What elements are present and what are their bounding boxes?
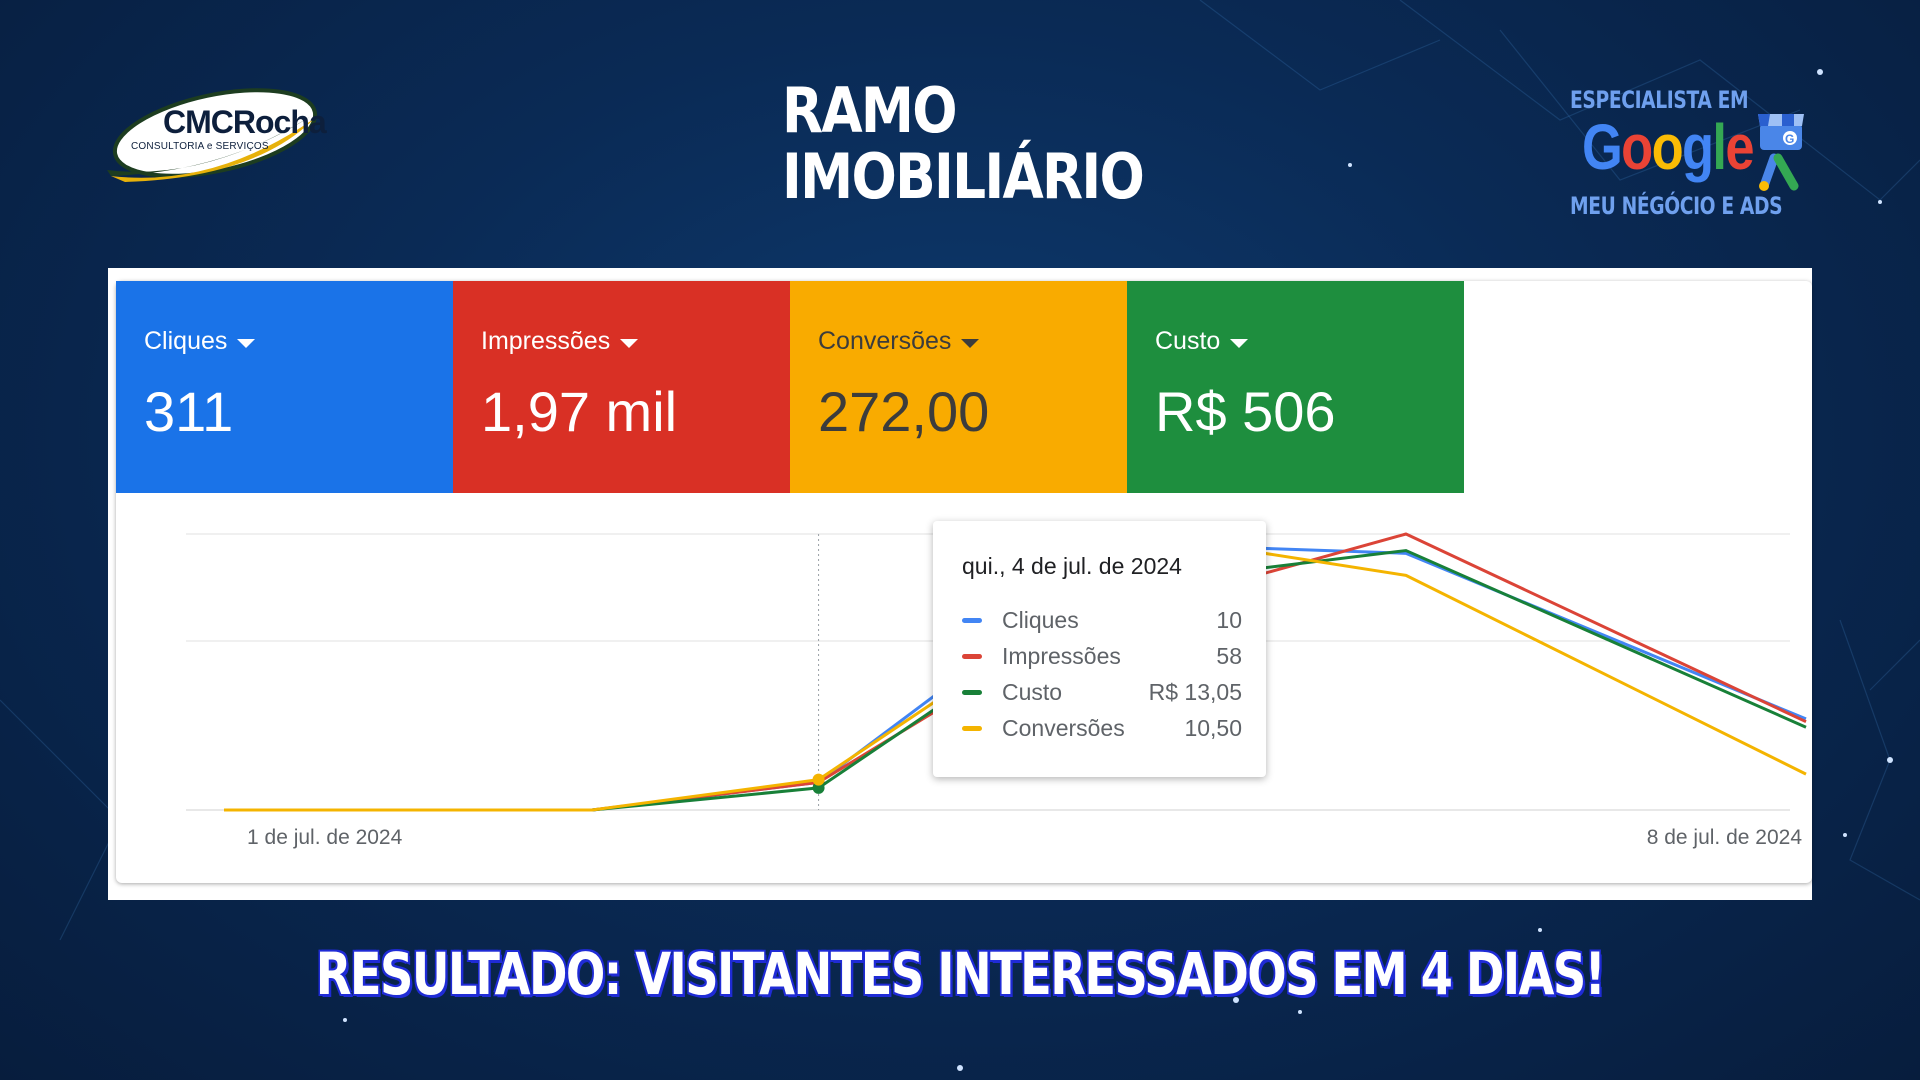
legend-swatch — [962, 654, 982, 659]
badge-top-text: ESPECIALISTA EM — [1570, 86, 1749, 114]
logo-swoosh-icon — [107, 88, 318, 182]
metric-conversions[interactable]: Conversões 272,00 — [790, 281, 1127, 493]
chart-tooltip: qui., 4 de jul. de 2024 Cliques 10 Impre… — [933, 521, 1266, 777]
result-banner: RESULTADO: VISITANTES INTERESSADOS EM 4 … — [315, 940, 1606, 1008]
badge-bottom-text: MEU NÉGÓCIO E ADS — [1570, 192, 1783, 220]
performance-card: Cliques 311 Impressões 1,97 mil Conversõ… — [116, 281, 1812, 883]
tooltip-row-clicks: Cliques 10 — [962, 607, 1242, 635]
dropdown-caret-icon[interactable] — [620, 339, 639, 348]
tooltip-row-impressions: Impressões 58 — [962, 643, 1242, 671]
page-title: RAMO IMOBILIÁRIO — [782, 74, 1145, 213]
hover-point — [812, 781, 825, 794]
x-axis-start-label: 1 de jul. de 2024 — [247, 826, 403, 849]
brand-letter: o — [1651, 111, 1684, 183]
metric-value-conversions: 272,00 — [818, 380, 990, 443]
tooltip-value: R$ 13,05 — [1148, 679, 1242, 705]
x-axis-end-label: 8 de jul. de 2024 — [1646, 826, 1802, 849]
title-line-2: IMOBILIÁRIO — [782, 140, 1145, 213]
svg-text:G: G — [1785, 132, 1794, 146]
metric-label-clicks: Cliques — [144, 327, 228, 355]
hover-point — [812, 773, 825, 786]
tooltip-row-conversions: Conversões 10,50 — [962, 715, 1242, 743]
badge-brand-text: Google — [1582, 110, 1755, 184]
logo-subtitle: CONSULTORIA e SERVIÇOS — [131, 141, 269, 152]
metric-label-impressions: Impressões — [481, 327, 611, 355]
google-specialist-badge: ESPECIALISTA EM Google G MEU NÉGÓCIO E A… — [1570, 80, 1810, 230]
metric-cost[interactable]: Custo R$ 506 — [1127, 281, 1464, 493]
tooltip-value: 58 — [1216, 643, 1242, 669]
logo-text: CMCRocha — [163, 104, 327, 140]
tooltip-value: 10 — [1216, 607, 1242, 633]
tooltip-label: Cliques — [1002, 607, 1079, 633]
metric-clicks[interactable]: Cliques 311 — [116, 281, 453, 493]
metric-value-cost: R$ 506 — [1155, 380, 1336, 443]
dropdown-caret-icon[interactable] — [237, 339, 256, 348]
brand-letter: o — [1621, 111, 1653, 183]
tooltip-date: qui., 4 de jul. de 2024 — [962, 553, 1182, 579]
tooltip-value: 10,50 — [1184, 715, 1242, 741]
metric-value-impressions: 1,97 mil — [481, 380, 678, 443]
metric-label-conversions: Conversões — [818, 327, 952, 355]
tooltip-label: Impressões — [1002, 643, 1121, 669]
google-business-ads-icon: G — [1756, 110, 1806, 196]
metric-impressions[interactable]: Impressões 1,97 mil — [453, 281, 790, 493]
dropdown-caret-icon[interactable] — [961, 339, 980, 348]
brand-letter: G — [1582, 111, 1623, 183]
tooltip-label: Conversões — [1002, 715, 1125, 741]
dropdown-caret-icon[interactable] — [1230, 339, 1249, 348]
company-logo: CMCRocha CONSULTORIA e SERVIÇOS — [105, 78, 335, 193]
legend-swatch — [962, 726, 982, 731]
brand-letter: g — [1682, 111, 1714, 183]
metric-value-clicks: 311 — [144, 380, 234, 443]
brand-letter: l — [1712, 111, 1727, 183]
brand-letter: e — [1725, 111, 1754, 183]
title-line-1: RAMO — [782, 74, 958, 147]
legend-swatch — [962, 690, 982, 695]
tooltip-row-cost: Custo R$ 13,05 — [962, 679, 1242, 707]
legend-swatch — [962, 618, 982, 623]
metric-label-cost: Custo — [1155, 327, 1221, 355]
tooltip-label: Custo — [1002, 679, 1063, 705]
